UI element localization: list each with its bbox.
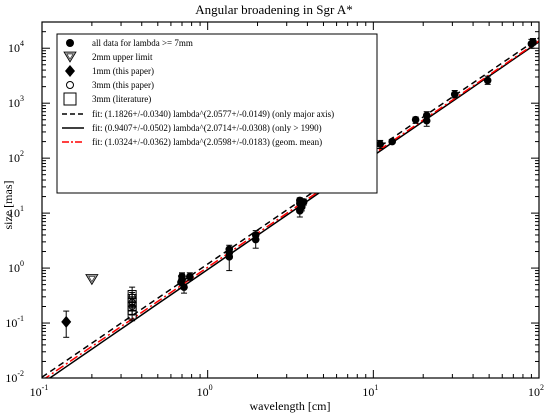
point-s0-26 xyxy=(529,38,537,46)
y-axis-label: size [mas] xyxy=(1,181,15,230)
point-s0-9 xyxy=(251,230,260,239)
point-s0-7-marker xyxy=(225,248,234,257)
point-s0-20-marker xyxy=(411,115,420,124)
legend-label-1mm: 1mm (this paper) xyxy=(92,66,154,76)
legend-box xyxy=(56,33,378,194)
point-s0-14-marker xyxy=(299,198,308,206)
y-tick-label-2: 100 xyxy=(8,259,24,275)
legend-marker-3mm-literature xyxy=(63,92,77,106)
plot-frame xyxy=(41,21,540,379)
y-tick-label-1: 10-1 xyxy=(5,314,24,330)
point-s0-19-marker xyxy=(388,137,397,146)
legend-label-3mm-literature: 3mm (literature) xyxy=(92,94,151,104)
point-s0-3 xyxy=(180,280,188,294)
point-s0-18-marker xyxy=(376,140,384,148)
y-tick-label-0: 10-2 xyxy=(5,369,24,385)
point-s0-24 xyxy=(483,75,492,85)
point-s0-9-marker xyxy=(251,231,260,239)
y-tick-label-3: 101 xyxy=(8,204,24,220)
point-s0-26-marker xyxy=(529,38,537,46)
point-s4-5-marker xyxy=(127,290,137,300)
point-s0-4 xyxy=(185,272,194,281)
point-s4-5 xyxy=(127,286,137,302)
point-s0-14 xyxy=(299,198,308,206)
legend-label-fit-geom-mean: fit: (1.0324+/-0.0362) lambda^(2.0598+/-… xyxy=(92,137,322,147)
point-s0-24-marker xyxy=(483,76,492,85)
legend-marker-3mm-this-paper xyxy=(66,81,74,89)
point-s0-7 xyxy=(225,247,234,259)
legend-label-3mm-this-paper: 3mm (this paper) xyxy=(92,80,154,90)
data-points xyxy=(61,38,537,338)
x-tick-label-2: 101 xyxy=(362,383,378,399)
x-axis-label: wavelength [cm] xyxy=(250,399,331,413)
x-tick-label-0: 10-1 xyxy=(30,383,49,399)
legend-marker-all-data xyxy=(66,39,74,47)
legend-label-fit-major-axis: fit: (1.1826+/-0.0340) lambda^(2.0577+/-… xyxy=(92,109,334,119)
legend-marker-1mm xyxy=(65,65,75,77)
axes: 10-1 100 101 102 10-2 10-1 100 101 102 103 104 xyxy=(5,21,544,399)
point-s0-19 xyxy=(388,137,397,146)
y-tick-label-4: 102 xyxy=(8,149,24,165)
point-s0-2-marker xyxy=(178,272,186,281)
legend-label-fit-after-1990: fit: (0.9407+/-0.0502) lambda^(2.0714+/-… xyxy=(92,123,322,133)
chart-title: Angular broadening in Sgr A* xyxy=(195,2,352,17)
legend-label-2mm-limit: 2mm upper limit xyxy=(92,52,153,62)
point-s2-0 xyxy=(61,310,72,338)
x-tick-label-1: 100 xyxy=(197,383,213,399)
legend: all data for lambda >= 7mm 2mm upper lim… xyxy=(56,33,378,194)
point-s0-23-marker xyxy=(450,90,459,99)
point-s1-0 xyxy=(85,274,99,286)
y-tick-label-5: 103 xyxy=(8,94,24,110)
point-s1-0-marker-inner xyxy=(88,276,96,282)
point-s0-23 xyxy=(450,90,459,99)
point-s0-4-marker xyxy=(185,272,194,281)
point-s0-22-marker xyxy=(422,111,431,120)
fit-line-1 xyxy=(48,41,539,378)
point-s2-0-marker xyxy=(61,315,72,328)
point-s0-22 xyxy=(422,111,431,120)
legend-marker-2mm-limit xyxy=(63,51,77,63)
y-tick-label-6: 104 xyxy=(8,39,24,55)
legend-label-all-data: all data for lambda >= 7mm xyxy=(92,38,193,48)
point-s0-18 xyxy=(376,139,384,149)
x-tick-label-3: 102 xyxy=(528,383,544,399)
point-s0-3-marker xyxy=(180,283,188,291)
point-s0-20 xyxy=(411,115,420,124)
